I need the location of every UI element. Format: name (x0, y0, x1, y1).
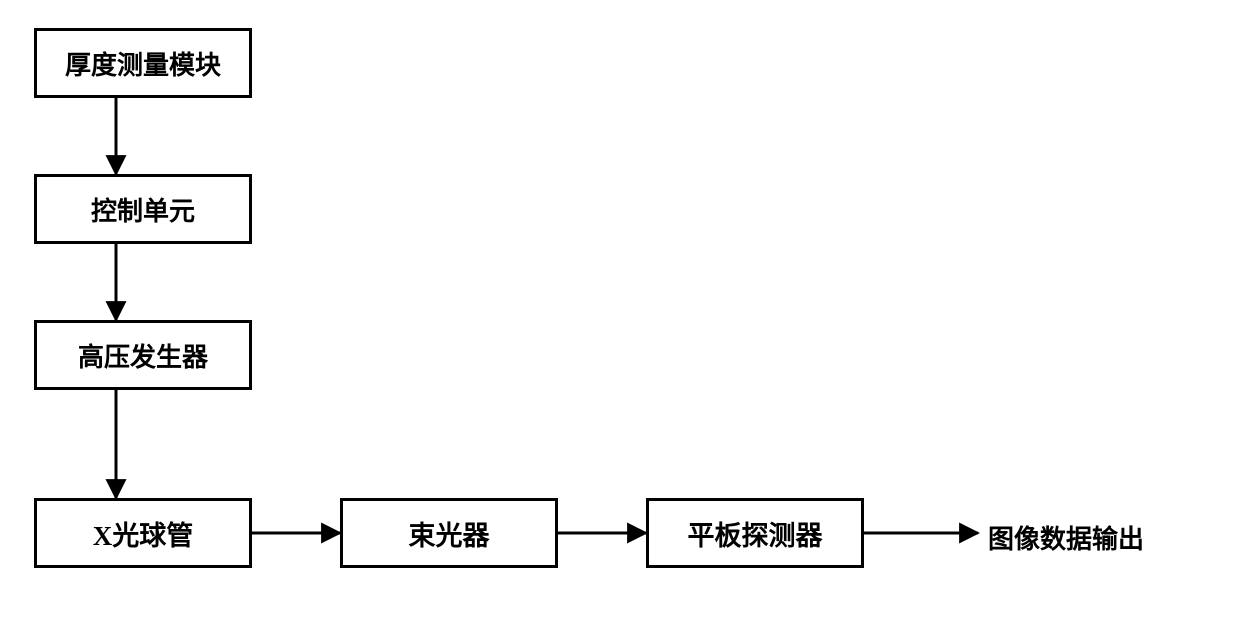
diagram-canvas: 厚度测量模块 控制单元 高压发生器 X光球管 束光器 平板探测器 图像数据输出 (0, 0, 1239, 617)
node-control-unit: 控制单元 (34, 174, 252, 244)
node-xray-tube: X光球管 (34, 498, 252, 568)
node-label: X光球管 (93, 514, 194, 553)
node-label: 高压发生器 (78, 337, 208, 374)
node-label: 厚度测量模块 (65, 45, 221, 82)
node-beam-limiter: 束光器 (340, 498, 558, 568)
node-thickness-measurement: 厚度测量模块 (34, 28, 252, 98)
node-label: 控制单元 (91, 191, 195, 228)
node-label: 平板探测器 (688, 514, 823, 553)
node-label: 束光器 (409, 514, 490, 553)
node-high-voltage-generator: 高压发生器 (34, 320, 252, 390)
node-flat-panel-detector: 平板探测器 (646, 498, 864, 568)
output-label: 图像数据输出 (988, 519, 1144, 556)
output-text: 图像数据输出 (988, 525, 1144, 554)
